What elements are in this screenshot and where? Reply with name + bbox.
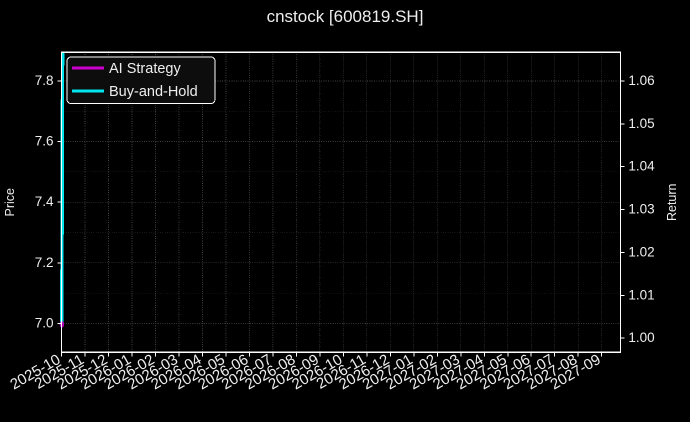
svg-text:7.6: 7.6	[35, 134, 54, 149]
svg-text:7.2: 7.2	[35, 255, 54, 270]
svg-text:Buy-and-Hold: Buy-and-Hold	[109, 84, 198, 100]
svg-text:AI Strategy: AI Strategy	[109, 61, 181, 77]
svg-text:7.0: 7.0	[35, 315, 54, 330]
svg-text:cnstock [600819.SH]: cnstock [600819.SH]	[267, 7, 424, 26]
svg-text:1.03: 1.03	[628, 202, 654, 217]
svg-text:1.01: 1.01	[628, 287, 654, 302]
svg-text:7.4: 7.4	[35, 194, 54, 209]
svg-text:7.8: 7.8	[35, 73, 54, 88]
svg-text:1.06: 1.06	[628, 73, 654, 88]
svg-text:1.05: 1.05	[628, 116, 654, 131]
svg-text:Return: Return	[665, 183, 679, 221]
svg-text:1.04: 1.04	[628, 159, 655, 174]
svg-text:1.02: 1.02	[628, 244, 654, 259]
svg-text:1.00: 1.00	[628, 330, 654, 345]
svg-text:Price: Price	[3, 188, 17, 217]
